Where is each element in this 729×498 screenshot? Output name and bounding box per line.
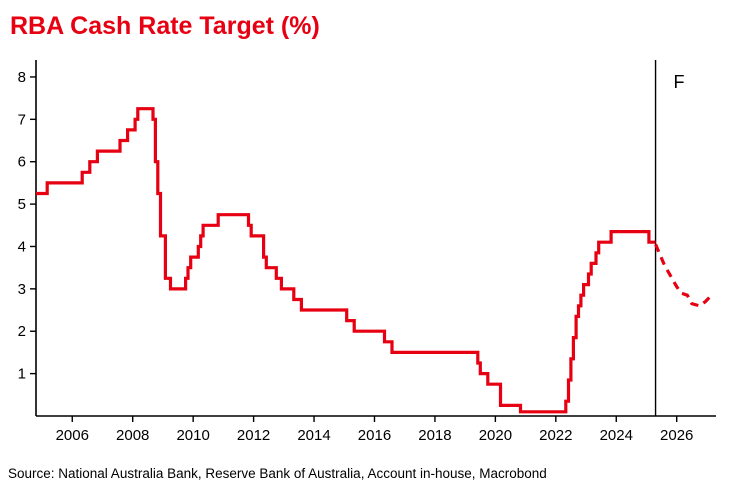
history-line: [36, 107, 656, 414]
forecast-line: [654, 243, 713, 308]
rate-chart: 1 2 3 4 5 6 7 8 2006 2008 2010 2012 2014 2016 2018 2020…: [18, 60, 716, 444]
y-tick-label: 8: [18, 69, 26, 86]
y-tick-label: 3: [18, 281, 26, 298]
x-tick-label: 2008: [116, 427, 149, 444]
y-tick-label: 2: [18, 323, 26, 340]
x-tick-label: 2024: [600, 427, 633, 444]
y-tick-label: 6: [18, 154, 26, 171]
x-tick-label: 2018: [418, 427, 451, 444]
x-tick-label: 2006: [56, 427, 89, 444]
y-tick-label: 1: [18, 366, 26, 383]
source-note: Source: National Australia Bank, Reserve…: [8, 466, 547, 481]
x-tick-label: 2014: [297, 427, 330, 444]
forecast-label: F: [674, 72, 685, 92]
x-tick-label: 2012: [237, 427, 270, 444]
x-tick-label: 2016: [358, 427, 391, 444]
x-tick-label: 2022: [539, 427, 572, 444]
chart-title: RBA Cash Rate Target (%): [10, 12, 320, 40]
x-tick-label: 2010: [176, 427, 209, 444]
x-tick-label: 2026: [660, 427, 693, 444]
y-tick-label: 4: [18, 238, 26, 255]
x-tick-label: 2020: [479, 427, 512, 444]
y-tick-label: 5: [18, 196, 26, 213]
y-tick-label: 7: [18, 111, 26, 128]
